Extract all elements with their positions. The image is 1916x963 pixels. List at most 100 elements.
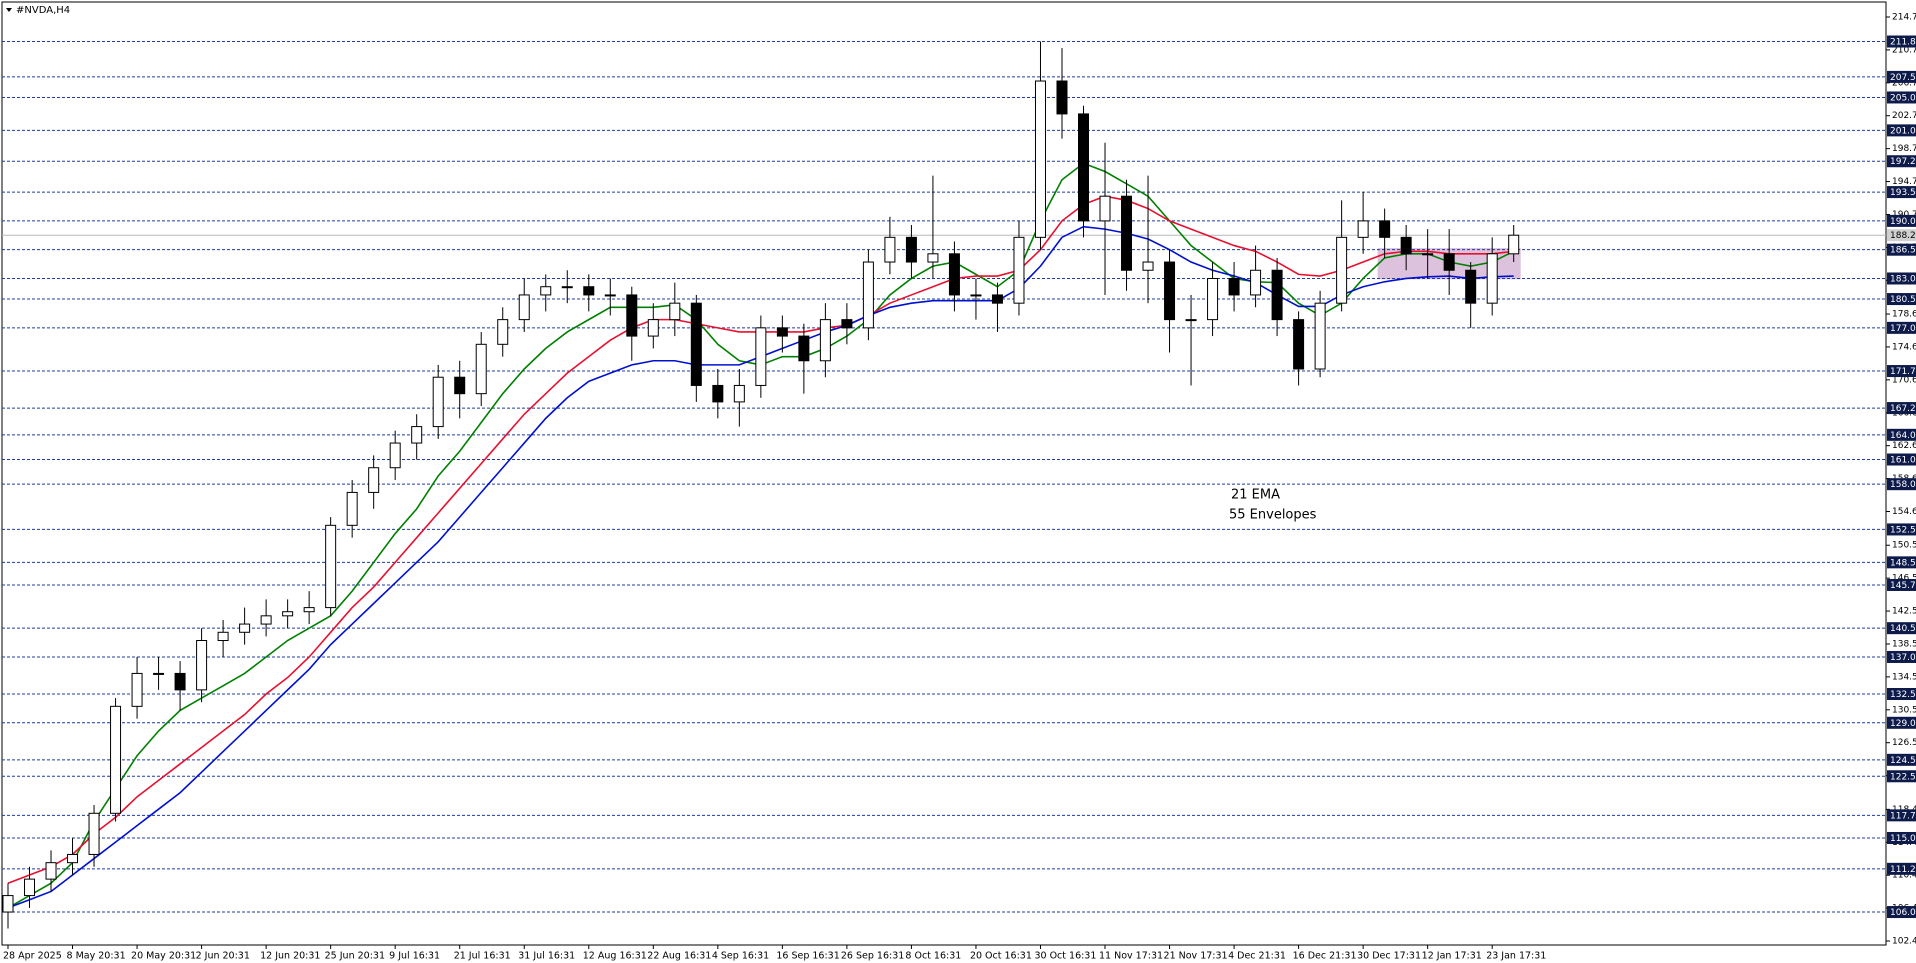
level-label: 207.50 [1890,73,1916,83]
level-label: 211.80 [1890,38,1916,48]
plot-frame [1,1,1887,946]
y-tick-label: 178.68 [1892,310,1916,320]
candle-body [690,302,702,386]
x-tick-label: 22 Aug 16:31 [647,951,711,962]
candle-body [411,426,423,444]
candle-body [1336,236,1348,304]
candle-body [88,812,100,855]
x-tick-label: 30 Dec 17:31 [1357,951,1421,962]
candle-body [1164,261,1176,321]
candle-body [217,631,229,642]
level-label: 132.50 [1890,690,1916,700]
candle-layer [2,41,1520,929]
candle-body [776,327,788,337]
y-tick-label: 210.78 [1892,45,1916,55]
level-label: 124.50 [1890,756,1916,766]
level-label: 190.00 [1890,217,1916,227]
candle-body [67,853,79,864]
candle-body [24,878,36,897]
candle-body [1034,80,1046,238]
level-label: 111.25 [1890,865,1916,875]
candle-body [1250,269,1262,296]
y-tick-label: 134.58 [1892,672,1916,682]
candle-body [174,672,186,691]
candle-body [1056,80,1068,115]
candle-body [1013,236,1025,304]
level-label: 137.00 [1890,653,1916,663]
level-label: 148.50 [1890,558,1916,568]
candle-body [1121,195,1133,271]
y-tick-label: 150.58 [1892,541,1916,551]
candle-body [755,327,767,386]
level-label-box [1887,243,1916,256]
candle-body [1078,113,1089,222]
candle-body [626,294,638,337]
candle-body [991,294,1003,304]
candle-body [561,286,573,289]
x-tick-label: 12 Jan 17:31 [1422,951,1482,962]
candle-body [905,236,917,263]
level-label-box [1887,650,1916,663]
x-tick-label: 12 Aug 16:31 [583,951,647,962]
ema-annotation: 21 EMA [1231,488,1280,503]
level-label: 177.00 [1890,324,1916,334]
candle-body [970,294,982,297]
level-label: 140.50 [1890,624,1916,634]
level-label: 117.75 [1890,811,1916,821]
envelope-annotation: 55 Envelopes [1229,508,1317,523]
candle-body [454,376,466,395]
level-label-box [1887,770,1916,783]
x-tick-label: 26 Sep 16:31 [841,951,904,962]
x-tick-label: 20 May 20:31 [131,951,196,962]
candle-body [196,640,208,691]
level-label-box [1887,321,1916,334]
level-label-box [1887,124,1916,137]
y-tick-label: 130.58 [1892,705,1916,715]
level-label: 161.00 [1890,455,1916,465]
candle-body [819,319,831,362]
x-tick-label: 31 Jul 16:31 [518,951,575,962]
level-label-box [1887,478,1916,491]
level-label: 122.50 [1890,772,1916,782]
candle-body [733,384,745,403]
candle-body [1314,302,1326,370]
level-label-box [1887,753,1916,766]
x-tick-label: 25 Jun 20:31 [325,951,385,962]
level-label-box [1887,831,1916,844]
level-label-box [1887,622,1916,635]
x-tick-label: 8 May 20:31 [67,951,126,962]
candle-body [1271,269,1283,321]
chart-title: #NVDA,H4 [16,5,70,16]
candle-body [110,705,122,814]
candle-body [948,253,960,296]
x-tick-label: 28 Apr 2025 [3,951,62,962]
candle-body [1099,195,1111,222]
y-tick-label: 162.68 [1892,441,1916,451]
y-tick-label: 214.78 [1892,13,1916,23]
level-label: 201.00 [1890,126,1916,136]
level-label: 158.00 [1890,480,1916,490]
candle-body [841,319,853,329]
candle-body [1443,253,1455,271]
level-label: 145.75 [1890,581,1916,591]
level-label-box [1887,35,1916,48]
level-label: 186.50 [1890,246,1916,256]
menu-triangle[interactable] [6,8,12,12]
level-label-box [1887,809,1916,822]
candle-body [647,319,659,337]
level-label-box [1887,556,1916,569]
candle-body [497,319,509,345]
candle-body [389,442,401,469]
x-tick-label: 4 Dec 21:31 [1228,951,1286,962]
x-tick-label: 30 Oct 16:31 [1034,951,1096,962]
level-label-box [1887,402,1916,415]
level-label-box [1887,716,1916,729]
scale-layer: 214.78 210.78 206.78 202.78 198.78 194.78 190.… [3,13,1916,962]
y-tick-label: 138.58 [1892,639,1916,649]
level-label-box [1887,293,1916,306]
level-label-box [1887,365,1916,378]
level-label: 152.50 [1890,525,1916,535]
candle-body [346,491,358,526]
candle-body [1379,220,1391,238]
